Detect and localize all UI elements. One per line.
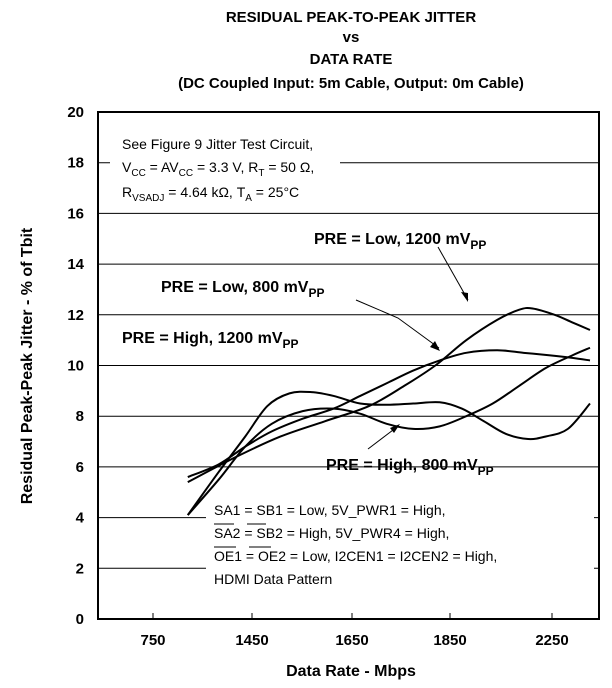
y-tick-label: 10 — [67, 358, 84, 375]
series-label-low-800: PRE = Low, 800 mVPP — [161, 279, 324, 300]
settings-line-3: OE1 = OE2 = Low, I2CEN1 = I2CEN2 = High, — [214, 548, 497, 564]
leader-low-800 — [355, 299, 440, 349]
series-line-3 — [187, 349, 591, 478]
chart-title-line-3: DATA RATE — [310, 51, 393, 68]
y-tick-label: 12 — [67, 307, 84, 324]
x-tick-label: 2250 — [535, 632, 568, 649]
x-tick-label: 750 — [140, 632, 165, 649]
y-tick-label: 8 — [76, 408, 84, 425]
y-tick-label: 4 — [76, 510, 85, 527]
y-tick-label: 18 — [67, 155, 84, 172]
x-tick-label: 1450 — [235, 632, 268, 649]
curve-layer — [186, 306, 591, 516]
settings-box-bg — [206, 490, 594, 590]
y-tick-label: 2 — [76, 560, 84, 577]
series-line-1 — [187, 306, 591, 483]
y-axis-title: Residual Peak-Peak Jitter - % of Tbit — [19, 227, 36, 504]
series-label-high-800: PRE = High, 800 mVPP — [326, 457, 494, 478]
conditions-line-3: RVSADJ = 4.64 kΩ, TA = 25°C — [122, 184, 299, 204]
series-line-2 — [187, 346, 591, 516]
chart-title-line-2: vs — [343, 29, 360, 46]
y-tick-label: 14 — [67, 256, 84, 273]
settings-line-2: SA2 = SB2 = High, 5V_PWR4 = High, — [214, 525, 449, 541]
y-tick-label: 16 — [67, 205, 84, 222]
leader-low-1200 — [437, 246, 469, 301]
tick-layer: 0 2 4 6 8 10 12 14 16 18 20 750 1450 1650 1850 2250 — [67, 104, 568, 649]
conditions-line-1: See Figure 9 Jitter Test Circuit, — [122, 136, 313, 152]
series-label-high-1200: PRE = High, 1200 mVPP — [122, 330, 299, 351]
leader-high-800-arrow — [390, 424, 400, 433]
settings-line-4: HDMI Data Pattern — [214, 571, 332, 587]
chart-title-line-4: (DC Coupled Input: 5m Cable, Output: 0m … — [178, 75, 524, 92]
leader-low-800-arrow — [430, 341, 440, 351]
series-label-low-1200: PRE = Low, 1200 mVPP — [314, 231, 486, 252]
x-tick-label: 1850 — [433, 632, 466, 649]
conditions-line-2: VCC = AVCC = 3.3 V, RT = 50 Ω, — [122, 159, 314, 179]
settings-line-1: SA1 = SB1 = Low, 5V_PWR1 = High, — [214, 502, 446, 518]
y-tick-label: 20 — [67, 104, 84, 121]
conditions-box-bg — [110, 125, 340, 211]
leader-low-1200-arrow — [461, 292, 468, 302]
chart-title-line-1: RESIDUAL PEAK-TO-PEAK JITTER — [226, 9, 476, 26]
series-line-4 — [186, 390, 591, 516]
x-axis-title: Data Rate - Mbps — [286, 663, 416, 680]
y-tick-label: 0 — [76, 611, 84, 628]
y-tick-label: 6 — [76, 459, 84, 476]
x-tick-label: 1650 — [335, 632, 368, 649]
